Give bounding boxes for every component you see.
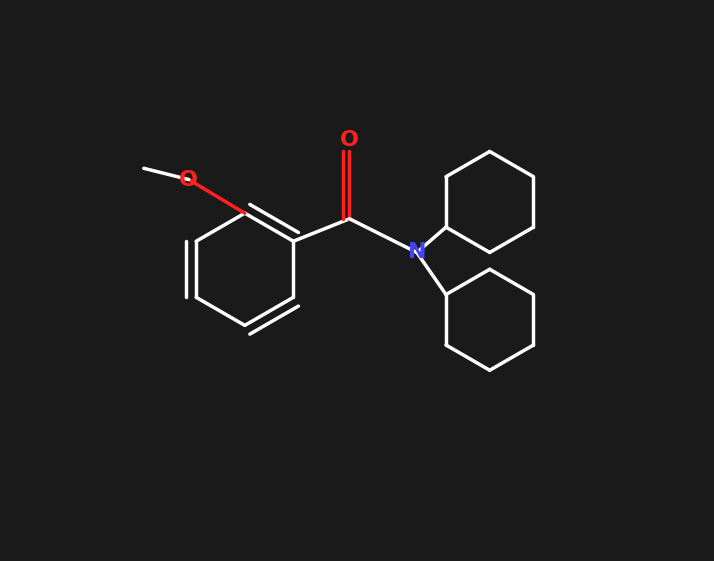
Text: O: O <box>340 130 359 150</box>
Text: N: N <box>408 242 426 263</box>
Text: O: O <box>179 169 198 190</box>
